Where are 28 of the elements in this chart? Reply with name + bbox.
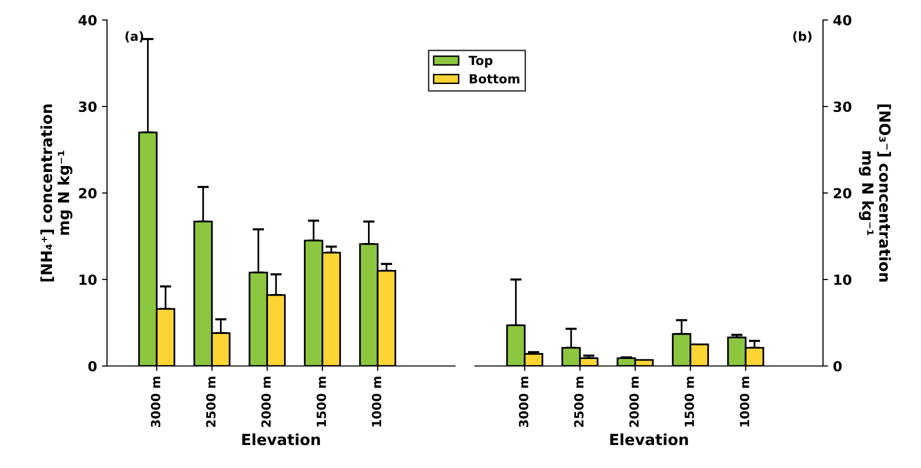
y-tick-label: 0 [88,360,97,372]
y-tick-label: 0 [833,360,842,372]
legend-label: Top [468,56,492,68]
x-tick-label: 2000 m [629,376,639,427]
legend-label: Bottom [470,74,520,84]
y-tick-label: 10 [834,274,852,285]
x-tick-label: 2500 m [574,376,584,427]
x-tick-label: 3000 m [518,376,528,428]
y-tick-label: 20 [79,188,97,198]
y-axis-title: [NO₃⁻] concentration mg N kg⁻¹ [858,104,891,282]
x-tick-label: 1000 m [372,376,382,426]
y-tick-label: 40 [78,14,97,26]
y-axis-title: [NH₄⁺] concentration mg N kg⁻¹ [40,104,72,282]
x-axis-title: Elevation [242,433,320,446]
x-tick-label: 1000 m [740,376,750,426]
x-tick-label: 2000 m [261,376,271,427]
y-tick-label: 30 [78,101,97,112]
annotation: (a) [125,31,144,42]
x-tick-label: 2500 m [206,376,216,427]
y-tick-label: 30 [834,101,852,112]
x-axis-title: Elevation [610,433,688,446]
y-tick-label: 20 [834,188,852,198]
x-tick-label: 1500 m [684,376,694,426]
y-tick-label: 40 [833,14,852,26]
y-tick-label: 10 [80,274,97,285]
annotation: (b) [793,31,812,42]
x-tick-label: 3000 m [150,376,160,428]
x-tick-label: 1500 m [316,376,326,426]
